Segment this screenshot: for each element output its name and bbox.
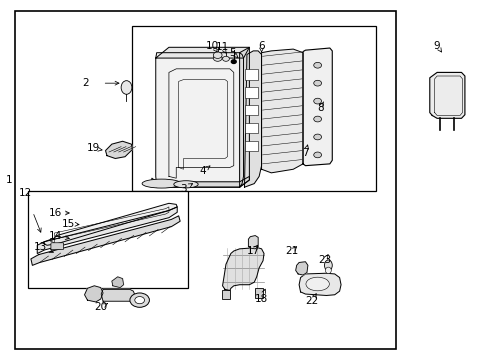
Text: 23: 23 — [318, 255, 331, 265]
Text: 6: 6 — [258, 41, 264, 50]
Ellipse shape — [142, 179, 181, 188]
Polygon shape — [37, 207, 177, 253]
Bar — [245, 69, 257, 80]
Circle shape — [135, 297, 144, 304]
Circle shape — [213, 52, 222, 58]
Polygon shape — [156, 47, 249, 58]
Text: 14: 14 — [49, 231, 62, 240]
Ellipse shape — [305, 277, 329, 291]
Text: 15: 15 — [61, 219, 75, 229]
Bar — [245, 87, 257, 98]
Circle shape — [313, 98, 321, 104]
Polygon shape — [222, 247, 264, 291]
Text: 21: 21 — [285, 246, 298, 256]
Polygon shape — [152, 176, 249, 187]
Text: 7: 7 — [302, 148, 308, 158]
Ellipse shape — [121, 81, 132, 94]
Bar — [132, 26, 375, 191]
Circle shape — [231, 60, 236, 63]
Polygon shape — [42, 203, 177, 245]
Polygon shape — [105, 141, 132, 158]
Text: 3: 3 — [180, 184, 186, 194]
Bar — [15, 12, 395, 348]
Ellipse shape — [325, 267, 330, 274]
Bar — [245, 140, 257, 151]
Polygon shape — [248, 235, 258, 249]
Text: 17: 17 — [246, 246, 259, 256]
Text: 10: 10 — [206, 41, 219, 50]
Polygon shape — [303, 48, 331, 166]
Circle shape — [313, 116, 321, 122]
Text: 18: 18 — [254, 294, 267, 304]
Text: 22: 22 — [305, 296, 318, 306]
Polygon shape — [299, 273, 340, 296]
Bar — [27, 191, 188, 288]
Circle shape — [313, 62, 321, 68]
Polygon shape — [154, 53, 243, 187]
Bar — [245, 105, 257, 116]
Polygon shape — [244, 51, 261, 187]
Text: 13: 13 — [34, 242, 47, 252]
Ellipse shape — [324, 260, 331, 271]
Polygon shape — [429, 72, 464, 118]
Text: 12: 12 — [19, 188, 32, 198]
Text: 9: 9 — [433, 41, 440, 50]
Polygon shape — [31, 216, 180, 265]
Polygon shape — [112, 277, 123, 288]
Text: 1: 1 — [6, 175, 13, 185]
Text: 2: 2 — [82, 78, 89, 88]
Bar — [222, 291, 229, 299]
Text: 19: 19 — [86, 143, 100, 153]
Ellipse shape — [173, 181, 198, 188]
Circle shape — [313, 152, 321, 158]
Polygon shape — [101, 289, 135, 301]
Text: 16: 16 — [49, 208, 62, 218]
Bar — [255, 288, 263, 298]
Polygon shape — [295, 262, 307, 275]
Polygon shape — [261, 49, 303, 173]
Text: 4: 4 — [199, 166, 206, 176]
Text: 11: 11 — [216, 42, 229, 52]
Circle shape — [130, 293, 149, 307]
Circle shape — [313, 134, 321, 140]
Polygon shape — [239, 47, 249, 187]
Circle shape — [313, 80, 321, 86]
Text: 5: 5 — [228, 48, 235, 58]
Text: 8: 8 — [316, 103, 323, 113]
Polygon shape — [84, 286, 103, 302]
Bar — [245, 123, 257, 134]
Circle shape — [222, 56, 229, 61]
Circle shape — [213, 55, 222, 61]
FancyBboxPatch shape — [51, 243, 63, 249]
Text: 20: 20 — [94, 302, 107, 312]
